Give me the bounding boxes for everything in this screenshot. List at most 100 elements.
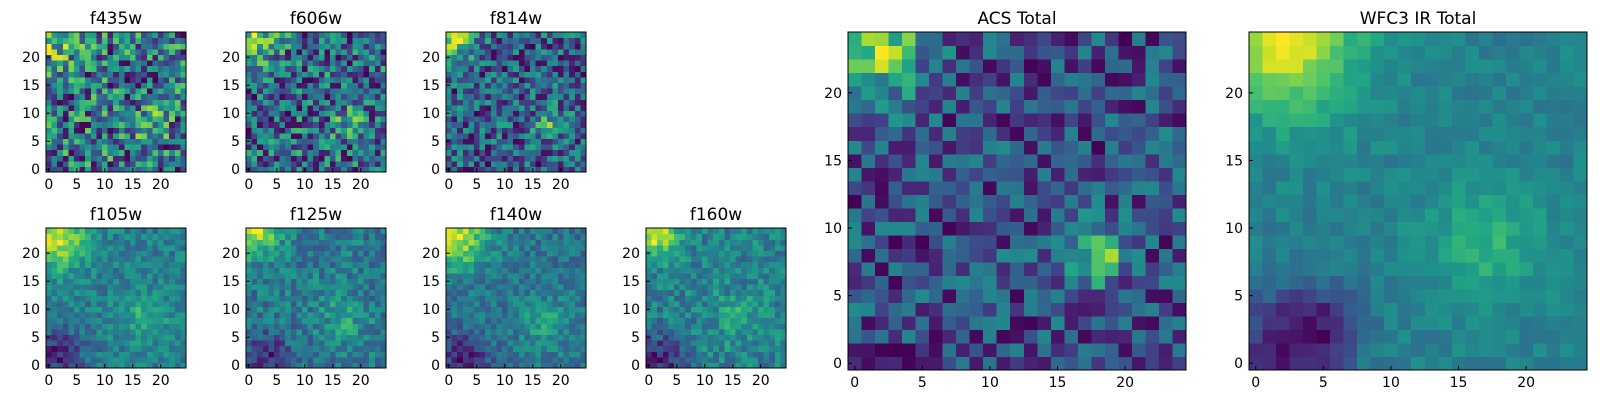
heatmap-cell (113, 289, 120, 296)
heatmap-cell (302, 82, 309, 89)
heatmap-cell (651, 300, 658, 307)
heatmap-cell (113, 65, 120, 72)
heatmap-cell (341, 37, 348, 44)
heatmap-cell (285, 228, 292, 235)
heatmap-cell (141, 144, 148, 151)
heatmap-cell (358, 317, 365, 324)
heatmap-cell (502, 82, 509, 89)
heatmap-cell (580, 312, 587, 319)
heatmap-cell (90, 267, 97, 274)
heatmap-cell (474, 334, 481, 341)
heatmap-cell (279, 244, 286, 251)
heatmap-cell (268, 356, 275, 363)
heatmap-cell (358, 82, 365, 89)
heatmap-cell (352, 244, 359, 251)
heatmap-cell (530, 132, 537, 139)
heatmap-cell (462, 284, 469, 291)
heatmap-cell (535, 289, 542, 296)
heatmap-cell (574, 244, 581, 251)
heatmap-cell (279, 104, 286, 111)
heatmap-cell (330, 317, 337, 324)
heatmap-cell (969, 329, 984, 344)
heatmap-cell (780, 362, 787, 369)
heatmap-cell (468, 121, 475, 128)
heatmap-cell (51, 295, 58, 302)
heatmap-cell (569, 239, 576, 246)
x-tick-label: 15 (724, 373, 742, 389)
heatmap-cell (724, 244, 731, 251)
heatmap-cell (130, 228, 137, 235)
heatmap-cell (363, 60, 370, 67)
heatmap-cell (302, 116, 309, 123)
heatmap-cell (307, 65, 314, 72)
heatmap-cell (662, 345, 669, 352)
heatmap-cell (780, 289, 787, 296)
heatmap-cell (102, 289, 109, 296)
heatmap-cell (668, 340, 675, 347)
heatmap-cell (651, 250, 658, 257)
heatmap-cell (446, 37, 453, 44)
heatmap-cell (257, 356, 264, 363)
heatmap-cell (541, 244, 548, 251)
heatmap-cell (479, 261, 486, 268)
heatmap-cell (574, 166, 581, 173)
heatmap-cell (929, 221, 944, 236)
heatmap-cell (374, 149, 381, 156)
heatmap-cell (707, 300, 714, 307)
heatmap-cell (146, 155, 153, 162)
heatmap-cell (718, 261, 725, 268)
heatmap-cell (646, 312, 653, 319)
heatmap-cell (580, 228, 587, 235)
y-tick-label: 0 (31, 162, 40, 178)
heatmap-cell (888, 234, 903, 249)
heatmap-cell (780, 328, 787, 335)
heatmap-cell (569, 228, 576, 235)
heatmap-cell (558, 312, 565, 319)
heatmap-cell (363, 328, 370, 335)
heatmap-cell (74, 54, 81, 61)
heatmap-cell (713, 345, 720, 352)
heatmap-cell (146, 244, 153, 251)
heatmap-cell (646, 323, 653, 330)
heatmap-cell (363, 82, 370, 89)
heatmap-cell (79, 233, 86, 240)
heatmap-cell (574, 351, 581, 358)
heatmap-cell (1172, 180, 1187, 195)
heatmap-cell (1037, 207, 1052, 222)
x-tick-label: 0 (244, 177, 253, 193)
heatmap-cell (1118, 315, 1133, 331)
heatmap-cell (158, 261, 165, 268)
heatmap-cell (1037, 153, 1052, 168)
heatmap-cell (96, 272, 103, 279)
heatmap-cell (124, 160, 131, 167)
heatmap-cell (479, 60, 486, 67)
heatmap-cell (763, 306, 770, 313)
heatmap-cell (651, 284, 658, 291)
heatmap-cell (302, 110, 309, 117)
heatmap-cell (341, 104, 348, 111)
heatmap-cell (307, 127, 314, 134)
heatmap-cell (141, 48, 148, 55)
heatmap-cell (574, 110, 581, 117)
heatmap-cell (90, 155, 97, 162)
heatmap-cell (262, 233, 269, 240)
heatmap-cell (774, 284, 781, 291)
heatmap-cell (62, 71, 69, 78)
heatmap-cell (135, 250, 142, 257)
heatmap-cell (1037, 140, 1052, 155)
heatmap-cell (96, 37, 103, 44)
heatmap-cell (668, 312, 675, 319)
heatmap-cell (763, 300, 770, 307)
heatmap-cell (268, 88, 275, 95)
heatmap-cell (474, 306, 481, 313)
heatmap-cell (174, 99, 181, 106)
heatmap-cell (346, 65, 353, 72)
heatmap-cell (279, 233, 286, 240)
heatmap-cell (318, 228, 325, 235)
heatmap-cell (107, 54, 114, 61)
heatmap-cell (57, 289, 64, 296)
heatmap-cell (462, 71, 469, 78)
heatmap-cell (374, 116, 381, 123)
heatmap-cell (535, 244, 542, 251)
